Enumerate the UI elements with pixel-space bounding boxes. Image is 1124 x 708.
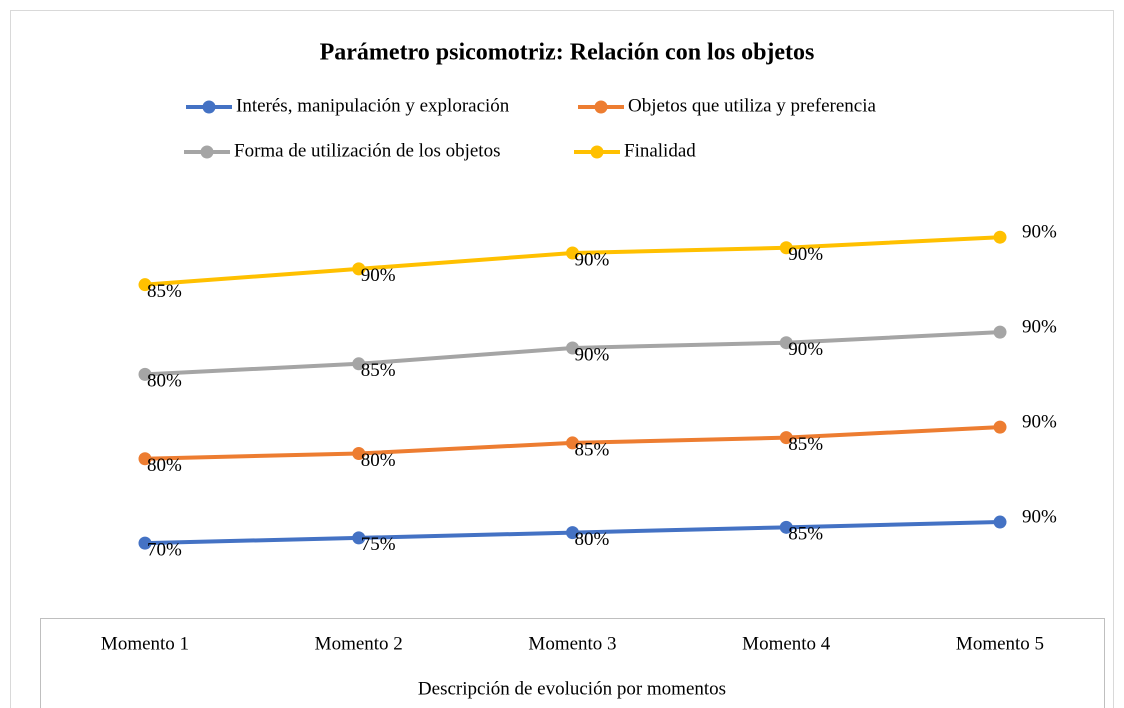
x-tick-label: Momento 1 bbox=[101, 633, 189, 654]
data-point bbox=[138, 452, 152, 466]
data-label: 80% bbox=[361, 450, 396, 471]
data-point bbox=[993, 230, 1007, 244]
data-point bbox=[352, 446, 366, 460]
data-point bbox=[779, 336, 793, 350]
data-point bbox=[352, 531, 366, 545]
legend-label: Forma de utilización de los objetos bbox=[234, 140, 500, 161]
data-label: 75% bbox=[361, 534, 396, 555]
x-tick-label: Momento 5 bbox=[956, 633, 1044, 654]
data-label: 85% bbox=[575, 439, 610, 460]
legend-label: Interés, manipulación y exploración bbox=[236, 95, 510, 116]
data-label: 80% bbox=[575, 529, 610, 550]
legend-marker bbox=[594, 100, 608, 114]
legend-marker bbox=[590, 145, 604, 159]
legend-marker bbox=[200, 145, 214, 159]
data-label: 90% bbox=[1022, 317, 1057, 338]
data-label: 85% bbox=[788, 434, 823, 455]
data-point bbox=[352, 262, 366, 276]
legend-label: Objetos que utiliza y preferencia bbox=[628, 95, 877, 116]
data-point bbox=[566, 341, 579, 355]
legend-marker bbox=[202, 100, 216, 114]
data-label: 80% bbox=[147, 455, 182, 476]
x-tick-label: Momento 4 bbox=[742, 633, 831, 654]
data-point bbox=[138, 278, 152, 292]
data-label: 90% bbox=[1022, 222, 1057, 243]
data-label: 85% bbox=[147, 281, 182, 302]
chart-title: Parámetro psicomotriz: Relación con los … bbox=[320, 40, 815, 66]
x-tick-label: Momento 3 bbox=[528, 633, 616, 654]
data-label: 90% bbox=[788, 244, 823, 265]
data-point bbox=[779, 520, 793, 534]
data-point bbox=[352, 357, 366, 371]
data-label: 85% bbox=[788, 524, 823, 545]
data-point bbox=[566, 246, 579, 260]
x-tick-label: Momento 2 bbox=[315, 633, 403, 654]
data-point bbox=[138, 536, 152, 550]
data-point bbox=[138, 367, 152, 381]
data-label: 70% bbox=[147, 540, 182, 561]
data-label: 90% bbox=[1022, 506, 1057, 527]
x-axis-title: Descripción de evolución por momentos bbox=[418, 678, 726, 699]
chart-border bbox=[10, 10, 1114, 708]
data-label: 80% bbox=[147, 371, 182, 392]
data-label: 90% bbox=[361, 265, 396, 286]
data-point bbox=[566, 526, 579, 540]
axis-box bbox=[40, 618, 1105, 708]
data-point bbox=[993, 515, 1007, 529]
data-label: 90% bbox=[575, 249, 610, 270]
data-label: 90% bbox=[788, 339, 823, 360]
data-point bbox=[779, 241, 793, 255]
data-label: 85% bbox=[361, 360, 396, 381]
data-label: 90% bbox=[575, 344, 610, 365]
legend-label: Finalidad bbox=[624, 140, 696, 161]
data-point bbox=[566, 436, 579, 450]
data-point bbox=[993, 420, 1007, 434]
data-label: 90% bbox=[1022, 411, 1057, 432]
data-point bbox=[779, 431, 793, 445]
data-point bbox=[993, 325, 1007, 339]
